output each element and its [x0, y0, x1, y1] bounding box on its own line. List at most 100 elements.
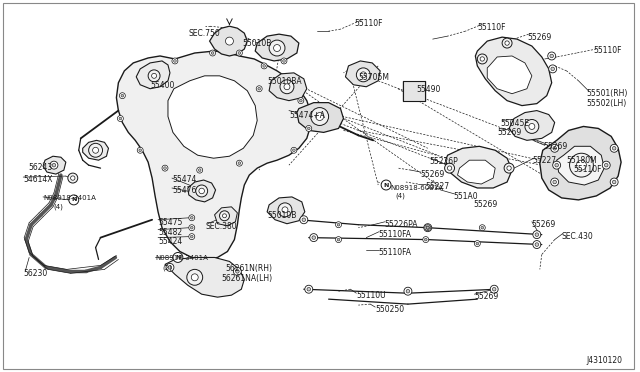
- Text: 55010B: 55010B: [243, 39, 272, 48]
- Circle shape: [280, 80, 294, 94]
- Circle shape: [221, 32, 238, 50]
- Circle shape: [337, 223, 340, 226]
- Text: 55226P: 55226P: [429, 157, 458, 166]
- Text: N08918-3401A: N08918-3401A: [43, 195, 96, 201]
- Circle shape: [307, 127, 310, 130]
- Circle shape: [404, 287, 412, 295]
- Text: N08918-3401A: N08918-3401A: [155, 256, 208, 262]
- Circle shape: [234, 267, 241, 275]
- Circle shape: [335, 237, 342, 243]
- Circle shape: [50, 161, 58, 169]
- Text: 56261NA(LH): 56261NA(LH): [221, 274, 273, 283]
- Circle shape: [550, 144, 559, 152]
- Circle shape: [191, 226, 193, 229]
- Circle shape: [152, 73, 157, 78]
- Polygon shape: [210, 26, 247, 56]
- Circle shape: [306, 125, 312, 131]
- Circle shape: [302, 218, 305, 222]
- Text: N: N: [175, 255, 180, 260]
- Circle shape: [553, 147, 556, 150]
- Circle shape: [220, 211, 230, 221]
- Circle shape: [553, 161, 561, 169]
- Circle shape: [273, 45, 280, 51]
- Circle shape: [337, 238, 340, 241]
- Circle shape: [93, 147, 99, 153]
- Circle shape: [173, 60, 176, 62]
- Circle shape: [533, 241, 541, 248]
- Polygon shape: [458, 160, 495, 184]
- Circle shape: [612, 180, 616, 184]
- Circle shape: [490, 285, 498, 293]
- Text: 55269: 55269: [497, 128, 522, 137]
- Text: (4): (4): [53, 204, 63, 210]
- Text: 55269: 55269: [474, 200, 498, 209]
- Polygon shape: [557, 146, 604, 185]
- Circle shape: [238, 52, 241, 54]
- Circle shape: [164, 167, 166, 170]
- Text: SEC.380: SEC.380: [205, 222, 237, 231]
- Circle shape: [211, 52, 214, 54]
- Polygon shape: [269, 73, 307, 101]
- Circle shape: [612, 147, 616, 150]
- Circle shape: [307, 288, 310, 291]
- Text: 55400: 55400: [150, 81, 175, 90]
- Circle shape: [316, 113, 324, 121]
- Circle shape: [269, 40, 285, 56]
- Text: 55474: 55474: [172, 175, 196, 184]
- Text: 55269: 55269: [531, 220, 555, 229]
- Circle shape: [481, 226, 484, 229]
- Circle shape: [406, 289, 410, 293]
- Circle shape: [236, 50, 243, 56]
- Circle shape: [505, 41, 509, 45]
- Circle shape: [550, 54, 554, 58]
- Circle shape: [187, 269, 203, 285]
- Circle shape: [610, 144, 618, 152]
- Polygon shape: [540, 126, 621, 200]
- Bar: [403, 81, 425, 101]
- Circle shape: [189, 215, 195, 221]
- Circle shape: [261, 63, 267, 69]
- Text: 55180M: 55180M: [566, 156, 597, 165]
- Text: 56243: 56243: [28, 163, 52, 172]
- Text: 55010B: 55010B: [267, 211, 296, 220]
- Polygon shape: [83, 140, 108, 160]
- Circle shape: [69, 195, 79, 205]
- Text: 55227: 55227: [426, 182, 450, 191]
- Circle shape: [476, 242, 479, 245]
- Circle shape: [447, 166, 452, 170]
- Text: 55226PA: 55226PA: [384, 220, 418, 229]
- Circle shape: [610, 178, 618, 186]
- Polygon shape: [136, 61, 170, 89]
- Polygon shape: [255, 34, 299, 61]
- Polygon shape: [267, 197, 305, 224]
- Text: 551A0: 551A0: [454, 192, 478, 201]
- Text: 56261N(RH): 56261N(RH): [225, 264, 273, 273]
- Circle shape: [196, 185, 207, 197]
- Circle shape: [479, 225, 485, 231]
- Text: 55227: 55227: [532, 156, 556, 165]
- Circle shape: [423, 237, 429, 243]
- Circle shape: [173, 253, 183, 262]
- Text: 55502(LH): 55502(LH): [586, 99, 627, 108]
- Circle shape: [258, 87, 260, 90]
- Circle shape: [335, 222, 342, 228]
- Text: 55424: 55424: [158, 237, 182, 246]
- Circle shape: [474, 241, 480, 247]
- Circle shape: [602, 161, 610, 169]
- Circle shape: [68, 173, 77, 183]
- Circle shape: [548, 52, 556, 60]
- Circle shape: [502, 38, 512, 48]
- Circle shape: [550, 178, 559, 186]
- Circle shape: [360, 72, 366, 78]
- Text: 55110F: 55110F: [355, 19, 383, 28]
- Text: 54614X: 54614X: [23, 175, 52, 184]
- Circle shape: [507, 166, 511, 170]
- Text: (2): (2): [162, 264, 172, 271]
- Polygon shape: [509, 110, 555, 140]
- Circle shape: [570, 153, 593, 177]
- Text: 55269: 55269: [527, 33, 551, 42]
- Circle shape: [548, 65, 557, 73]
- Text: 55110F: 55110F: [573, 165, 602, 174]
- Circle shape: [577, 160, 586, 170]
- Polygon shape: [445, 146, 512, 188]
